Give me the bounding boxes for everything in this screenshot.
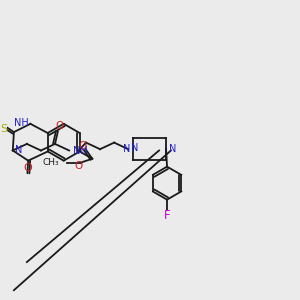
Text: O: O bbox=[56, 122, 64, 131]
Text: N: N bbox=[131, 143, 139, 153]
Text: CH₃: CH₃ bbox=[43, 158, 59, 167]
Text: O: O bbox=[23, 164, 32, 173]
Text: O: O bbox=[79, 141, 87, 151]
Text: S: S bbox=[0, 124, 7, 134]
Text: O: O bbox=[75, 160, 83, 170]
Text: N: N bbox=[169, 144, 176, 154]
Text: NH: NH bbox=[14, 118, 28, 128]
Text: NH: NH bbox=[73, 146, 88, 157]
Text: N: N bbox=[15, 146, 22, 155]
Text: F: F bbox=[164, 209, 170, 222]
Text: N: N bbox=[123, 144, 130, 154]
